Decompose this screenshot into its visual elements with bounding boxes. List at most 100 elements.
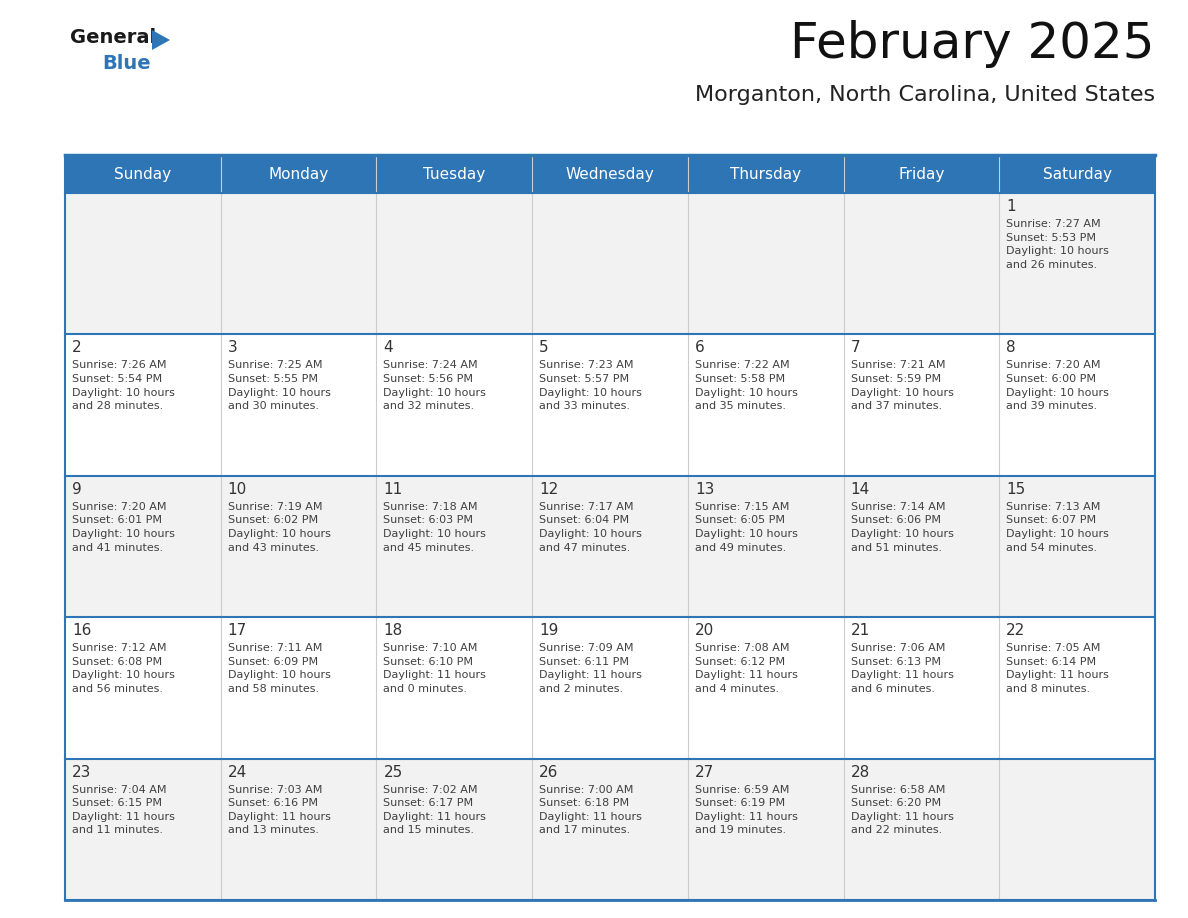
- Text: 13: 13: [695, 482, 714, 497]
- Bar: [377, 155, 532, 193]
- Text: Wednesday: Wednesday: [565, 166, 655, 182]
- Text: Monday: Monday: [268, 166, 329, 182]
- Text: Sunrise: 7:22 AM
Sunset: 5:58 PM
Daylight: 10 hours
and 35 minutes.: Sunrise: 7:22 AM Sunset: 5:58 PM Dayligh…: [695, 361, 797, 411]
- Text: 6: 6: [695, 341, 704, 355]
- Bar: [843, 334, 999, 476]
- Text: 7: 7: [851, 341, 860, 355]
- Text: Sunrise: 7:10 AM
Sunset: 6:10 PM
Daylight: 11 hours
and 0 minutes.: Sunrise: 7:10 AM Sunset: 6:10 PM Dayligh…: [384, 644, 486, 694]
- Text: General: General: [70, 28, 156, 47]
- Bar: [688, 617, 843, 758]
- Text: Sunrise: 7:02 AM
Sunset: 6:17 PM
Daylight: 11 hours
and 15 minutes.: Sunrise: 7:02 AM Sunset: 6:17 PM Dayligh…: [384, 785, 486, 835]
- Text: 16: 16: [72, 623, 91, 638]
- Text: 24: 24: [228, 765, 247, 779]
- Bar: [999, 476, 1155, 617]
- Bar: [221, 155, 377, 193]
- Text: 27: 27: [695, 765, 714, 779]
- Bar: [532, 476, 688, 617]
- Bar: [221, 476, 377, 617]
- Bar: [999, 193, 1155, 334]
- Bar: [843, 155, 999, 193]
- Bar: [532, 617, 688, 758]
- Text: Sunday: Sunday: [114, 166, 171, 182]
- Text: Sunrise: 7:15 AM
Sunset: 6:05 PM
Daylight: 10 hours
and 49 minutes.: Sunrise: 7:15 AM Sunset: 6:05 PM Dayligh…: [695, 502, 797, 553]
- Bar: [377, 476, 532, 617]
- Text: Sunrise: 7:26 AM
Sunset: 5:54 PM
Daylight: 10 hours
and 28 minutes.: Sunrise: 7:26 AM Sunset: 5:54 PM Dayligh…: [72, 361, 175, 411]
- Text: 15: 15: [1006, 482, 1025, 497]
- Bar: [532, 758, 688, 900]
- Bar: [843, 193, 999, 334]
- Text: 10: 10: [228, 482, 247, 497]
- Text: 25: 25: [384, 765, 403, 779]
- Text: Sunrise: 7:11 AM
Sunset: 6:09 PM
Daylight: 10 hours
and 58 minutes.: Sunrise: 7:11 AM Sunset: 6:09 PM Dayligh…: [228, 644, 330, 694]
- Text: Sunrise: 7:12 AM
Sunset: 6:08 PM
Daylight: 10 hours
and 56 minutes.: Sunrise: 7:12 AM Sunset: 6:08 PM Dayligh…: [72, 644, 175, 694]
- Text: Sunrise: 7:06 AM
Sunset: 6:13 PM
Daylight: 11 hours
and 6 minutes.: Sunrise: 7:06 AM Sunset: 6:13 PM Dayligh…: [851, 644, 954, 694]
- Text: 23: 23: [72, 765, 91, 779]
- Text: Sunrise: 7:17 AM
Sunset: 6:04 PM
Daylight: 10 hours
and 47 minutes.: Sunrise: 7:17 AM Sunset: 6:04 PM Dayligh…: [539, 502, 642, 553]
- Text: Sunrise: 6:58 AM
Sunset: 6:20 PM
Daylight: 11 hours
and 22 minutes.: Sunrise: 6:58 AM Sunset: 6:20 PM Dayligh…: [851, 785, 954, 835]
- Bar: [999, 155, 1155, 193]
- Bar: [65, 193, 221, 334]
- Text: Thursday: Thursday: [731, 166, 801, 182]
- Text: Morganton, North Carolina, United States: Morganton, North Carolina, United States: [695, 85, 1155, 105]
- Text: February 2025: February 2025: [790, 20, 1155, 68]
- Bar: [688, 193, 843, 334]
- Text: Sunrise: 7:14 AM
Sunset: 6:06 PM
Daylight: 10 hours
and 51 minutes.: Sunrise: 7:14 AM Sunset: 6:06 PM Dayligh…: [851, 502, 954, 553]
- Bar: [65, 334, 221, 476]
- Bar: [377, 193, 532, 334]
- Bar: [532, 193, 688, 334]
- Text: Blue: Blue: [102, 54, 151, 73]
- Text: Sunrise: 7:04 AM
Sunset: 6:15 PM
Daylight: 11 hours
and 11 minutes.: Sunrise: 7:04 AM Sunset: 6:15 PM Dayligh…: [72, 785, 175, 835]
- Text: 17: 17: [228, 623, 247, 638]
- Text: 2: 2: [72, 341, 82, 355]
- Bar: [688, 334, 843, 476]
- Text: 22: 22: [1006, 623, 1025, 638]
- Text: Sunrise: 7:23 AM
Sunset: 5:57 PM
Daylight: 10 hours
and 33 minutes.: Sunrise: 7:23 AM Sunset: 5:57 PM Dayligh…: [539, 361, 642, 411]
- Text: 9: 9: [72, 482, 82, 497]
- Bar: [999, 758, 1155, 900]
- Bar: [688, 155, 843, 193]
- Text: Saturday: Saturday: [1043, 166, 1112, 182]
- Bar: [221, 334, 377, 476]
- Bar: [221, 758, 377, 900]
- Bar: [65, 155, 221, 193]
- Text: Tuesday: Tuesday: [423, 166, 486, 182]
- Text: Sunrise: 7:18 AM
Sunset: 6:03 PM
Daylight: 10 hours
and 45 minutes.: Sunrise: 7:18 AM Sunset: 6:03 PM Dayligh…: [384, 502, 486, 553]
- Text: 18: 18: [384, 623, 403, 638]
- Text: 4: 4: [384, 341, 393, 355]
- Text: 8: 8: [1006, 341, 1016, 355]
- Bar: [65, 476, 221, 617]
- Text: 19: 19: [539, 623, 558, 638]
- Polygon shape: [152, 30, 170, 50]
- Text: 20: 20: [695, 623, 714, 638]
- Bar: [532, 155, 688, 193]
- Text: 5: 5: [539, 341, 549, 355]
- Bar: [688, 758, 843, 900]
- Text: 1: 1: [1006, 199, 1016, 214]
- Text: 11: 11: [384, 482, 403, 497]
- Bar: [65, 617, 221, 758]
- Text: 12: 12: [539, 482, 558, 497]
- Text: 3: 3: [228, 341, 238, 355]
- Text: Sunrise: 6:59 AM
Sunset: 6:19 PM
Daylight: 11 hours
and 19 minutes.: Sunrise: 6:59 AM Sunset: 6:19 PM Dayligh…: [695, 785, 797, 835]
- Text: Sunrise: 7:27 AM
Sunset: 5:53 PM
Daylight: 10 hours
and 26 minutes.: Sunrise: 7:27 AM Sunset: 5:53 PM Dayligh…: [1006, 219, 1110, 270]
- Text: Sunrise: 7:20 AM
Sunset: 6:01 PM
Daylight: 10 hours
and 41 minutes.: Sunrise: 7:20 AM Sunset: 6:01 PM Dayligh…: [72, 502, 175, 553]
- Text: Friday: Friday: [898, 166, 944, 182]
- Text: Sunrise: 7:25 AM
Sunset: 5:55 PM
Daylight: 10 hours
and 30 minutes.: Sunrise: 7:25 AM Sunset: 5:55 PM Dayligh…: [228, 361, 330, 411]
- Bar: [377, 758, 532, 900]
- Bar: [843, 617, 999, 758]
- Text: Sunrise: 7:03 AM
Sunset: 6:16 PM
Daylight: 11 hours
and 13 minutes.: Sunrise: 7:03 AM Sunset: 6:16 PM Dayligh…: [228, 785, 330, 835]
- Bar: [221, 617, 377, 758]
- Bar: [221, 193, 377, 334]
- Bar: [377, 617, 532, 758]
- Text: 28: 28: [851, 765, 870, 779]
- Text: Sunrise: 7:21 AM
Sunset: 5:59 PM
Daylight: 10 hours
and 37 minutes.: Sunrise: 7:21 AM Sunset: 5:59 PM Dayligh…: [851, 361, 954, 411]
- Text: Sunrise: 7:20 AM
Sunset: 6:00 PM
Daylight: 10 hours
and 39 minutes.: Sunrise: 7:20 AM Sunset: 6:00 PM Dayligh…: [1006, 361, 1110, 411]
- Bar: [532, 334, 688, 476]
- Text: Sunrise: 7:13 AM
Sunset: 6:07 PM
Daylight: 10 hours
and 54 minutes.: Sunrise: 7:13 AM Sunset: 6:07 PM Dayligh…: [1006, 502, 1110, 553]
- Bar: [999, 617, 1155, 758]
- Bar: [843, 476, 999, 617]
- Bar: [843, 758, 999, 900]
- Text: 26: 26: [539, 765, 558, 779]
- Bar: [999, 334, 1155, 476]
- Bar: [65, 758, 221, 900]
